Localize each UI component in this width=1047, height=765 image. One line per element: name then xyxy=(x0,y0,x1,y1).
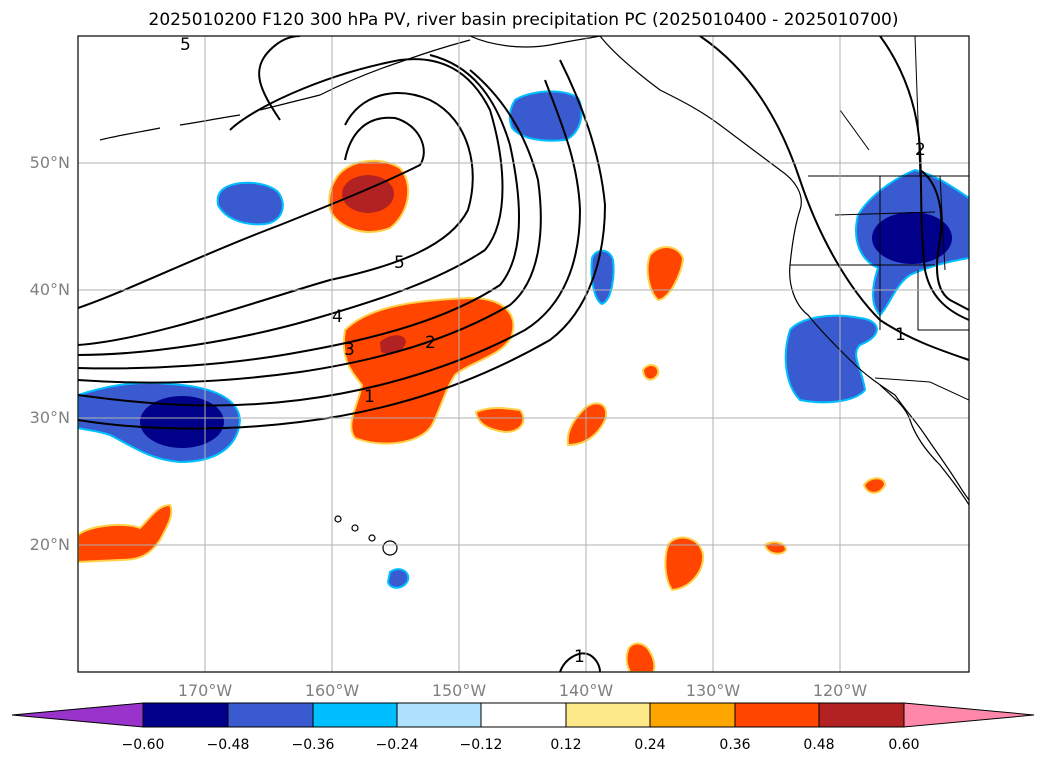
pv-contours xyxy=(78,36,969,672)
graticule xyxy=(78,36,969,672)
colorbar-segment xyxy=(396,702,482,728)
negative-anomaly-regions xyxy=(78,90,969,589)
pv-contour-5-outer xyxy=(78,36,474,346)
colorbar xyxy=(11,702,1035,728)
colorbar-tick-label: 0.12 xyxy=(550,737,582,753)
lat-label: 30°N xyxy=(29,408,70,427)
anomaly-positive-tiny-1 xyxy=(763,541,788,555)
contour-label: 2 xyxy=(425,333,436,353)
anomaly-negative-small xyxy=(386,568,410,589)
lat-label: 20°N xyxy=(29,535,70,554)
pv-contour-outer-1 xyxy=(78,59,607,430)
us-mexico-border xyxy=(874,377,969,401)
hawaii-big-island xyxy=(382,540,398,556)
anomaly-positive-east xyxy=(646,246,685,302)
anomaly-negative-northwest xyxy=(216,181,284,226)
map-frame xyxy=(77,35,970,673)
anomaly-positive-north-core xyxy=(342,175,394,213)
colorbar-segment xyxy=(818,702,905,728)
aleutian-islands xyxy=(99,94,321,141)
colorbar-tick-label: 0.24 xyxy=(634,737,666,753)
colorbar-extend-max xyxy=(903,702,1035,728)
contour-label: 4 xyxy=(332,307,343,327)
pv-contour-3 xyxy=(78,54,520,370)
hawaii-maui xyxy=(368,534,376,542)
anomaly-positive-south xyxy=(664,536,705,592)
colorbar-tick-label: −0.48 xyxy=(206,737,250,753)
colorbar-tick-label: 0.48 xyxy=(803,737,835,753)
lon-label: 140°W xyxy=(558,681,614,700)
anomaly-positive-southwest xyxy=(78,503,173,564)
colorbar-tick-label: −0.36 xyxy=(291,737,335,753)
state-line-idaho-montana xyxy=(939,175,946,271)
anomaly-positive-bottom xyxy=(625,642,656,672)
colorbar-extend-min xyxy=(11,702,144,728)
lon-label: 160°W xyxy=(304,681,360,700)
colorbar-segment xyxy=(480,702,567,728)
anomaly-positive-mid xyxy=(566,402,608,447)
lon-label: 150°W xyxy=(431,681,487,700)
contour-label: 5 xyxy=(180,35,191,55)
colorbar-tick-label: 0.60 xyxy=(888,737,920,753)
pv-contour-2 xyxy=(78,69,542,384)
bc-alberta-border xyxy=(839,36,870,151)
lat-label: 50°N xyxy=(29,153,70,172)
contour-label: 1 xyxy=(574,647,585,667)
baja-peninsula xyxy=(879,384,969,506)
pv-contour-east-3 xyxy=(919,169,969,311)
contour-label: 2 xyxy=(915,140,926,160)
anomaly-positive-dark-core xyxy=(380,335,406,354)
pv-contour-5-west xyxy=(78,116,425,309)
pv-contour-1 xyxy=(78,79,582,407)
anomaly-negative-california xyxy=(784,314,878,404)
map-title: 2025010200 F120 300 hPa PV, river basin … xyxy=(148,10,899,30)
contour-label: 1 xyxy=(895,325,906,345)
contour-label: 5 xyxy=(394,253,405,273)
anomaly-positive-small-1 xyxy=(641,364,660,381)
anomaly-positive-tiny-2 xyxy=(862,477,887,494)
anomaly-negative-west-core xyxy=(140,396,224,448)
colorbar-tick-label: −0.24 xyxy=(375,737,419,753)
colorbar-segment xyxy=(312,702,398,728)
alaska-peninsula xyxy=(319,39,471,96)
pv-contour-south xyxy=(559,652,601,672)
contour-labels: 5 4 3 2 1 5 2 1 1 xyxy=(180,35,926,667)
anomaly-negative-narrow xyxy=(590,249,615,306)
colorbar-segment xyxy=(227,702,314,728)
contour-label: 1 xyxy=(364,387,375,407)
lat-label: 40°N xyxy=(29,280,70,299)
pv-contour-east-2 xyxy=(879,36,969,321)
colorbar-segment xyxy=(734,702,820,728)
lon-label: 120°W xyxy=(812,681,868,700)
hawaii-oahu xyxy=(351,524,359,532)
colorbar-segment xyxy=(565,702,651,728)
state-line-utah xyxy=(917,270,969,331)
alaska-panhandle-coast xyxy=(469,36,601,48)
pv-contour-east-1 xyxy=(699,36,969,361)
hawaii-kauai xyxy=(334,515,342,523)
anomaly-negative-nw-core xyxy=(872,212,952,264)
colorbar-tick-label: −0.12 xyxy=(459,737,503,753)
pv-contour-4 xyxy=(78,58,504,356)
contour-label: 3 xyxy=(344,340,355,360)
colorbar-segment xyxy=(142,702,229,728)
colorbar-segment xyxy=(649,702,736,728)
state-line-washington-oregon xyxy=(834,211,936,216)
anomaly-positive-hawaii-east xyxy=(474,407,525,434)
colorbar-tick-label: −0.60 xyxy=(121,737,165,753)
lon-label: 170°W xyxy=(177,681,233,700)
lon-label: 130°W xyxy=(685,681,741,700)
colorbar-tick-label: 0.36 xyxy=(719,737,751,753)
